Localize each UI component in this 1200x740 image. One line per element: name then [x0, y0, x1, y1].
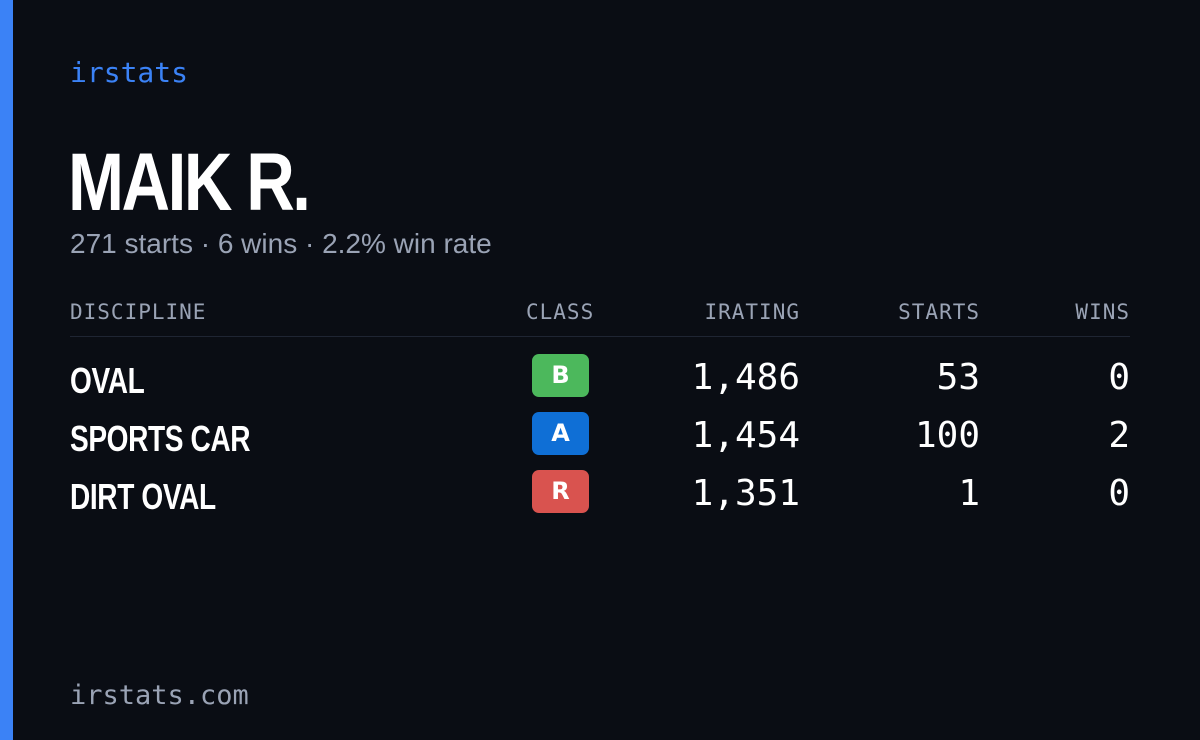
discipline-name: SPORTS CAR: [70, 418, 251, 459]
wins-value: 0: [1108, 473, 1130, 514]
discipline-name: DIRT OVAL: [70, 476, 216, 517]
header-irating: IRATING: [704, 300, 800, 324]
table-row: DIRT OVAL R 1,351 1 0: [70, 470, 1130, 528]
irating-value: 1,486: [691, 357, 800, 398]
table-row: OVAL B 1,486 53 0: [70, 354, 1130, 412]
brand-logo-text: irstats: [70, 56, 189, 89]
discipline-table: OVAL B 1,486 53 0 SPORTS CAR A 1,454 100…: [70, 354, 1130, 528]
class-badge: A: [532, 412, 589, 455]
footer-domain: irstats.com: [70, 680, 249, 711]
irating-value: 1,454: [691, 415, 800, 456]
header-wins: WINS: [1075, 300, 1130, 324]
class-badge: B: [532, 354, 589, 397]
class-badge: R: [532, 470, 589, 513]
driver-name: MAIK R.: [68, 137, 311, 228]
table-row: SPORTS CAR A 1,454 100 2: [70, 412, 1130, 470]
starts-value: 53: [936, 357, 980, 398]
discipline-name: OVAL: [70, 360, 145, 401]
starts-value: 1: [958, 473, 980, 514]
accent-bar: [0, 0, 13, 740]
header-starts: STARTS: [898, 300, 980, 324]
wins-value: 0: [1108, 357, 1130, 398]
wins-value: 2: [1108, 415, 1130, 456]
header-class: CLASS: [526, 300, 595, 324]
irating-value: 1,351: [691, 473, 800, 514]
driver-summary: 271 starts · 6 wins · 2.2% win rate: [70, 228, 492, 259]
header-discipline: DISCIPLINE: [70, 300, 207, 324]
starts-value: 100: [914, 415, 980, 456]
table-header: DISCIPLINE CLASS IRATING STARTS WINS: [70, 300, 1130, 337]
